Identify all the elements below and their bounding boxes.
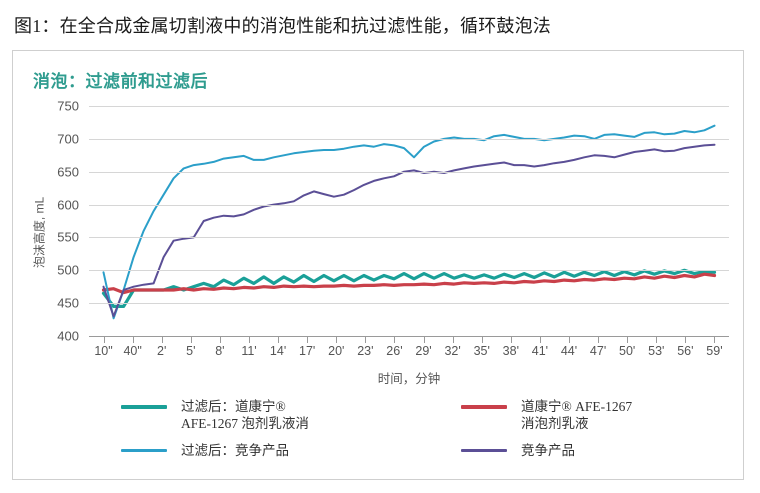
x-tick [190, 336, 192, 343]
chart-title: 消泡：过滤前和过滤后 [33, 72, 208, 91]
y-axis-tick-labels: 400 450 500 550 600 650 700 750 [45, 99, 79, 344]
legend-swatch-icon [121, 405, 167, 409]
x-tick [365, 336, 367, 343]
legend-swatch-icon [461, 405, 507, 409]
legend-line2: AFE-1267 泡剂乳液消 [181, 416, 309, 431]
x-tick-label: 40" [123, 344, 142, 358]
x-tick-label: 53' [648, 344, 665, 358]
legend-item-filtered-competitor: 过滤后：竞争产品 [121, 442, 289, 459]
x-tick-label: 56' [677, 344, 694, 358]
series-lines [101, 124, 717, 320]
x-tick [598, 336, 600, 343]
x-tick [307, 336, 309, 343]
x-tick-label: 38' [502, 344, 519, 358]
x-tick [539, 336, 541, 343]
legend-swatch-icon [461, 449, 507, 452]
x-tick-label: 41' [531, 344, 549, 358]
x-tick [249, 336, 250, 343]
plot-wrap: 泡沫高度, mL 400 450 500 550 600 650 700 750 10" 40"… [13, 99, 745, 396]
y-tick-label: 700 [57, 131, 79, 147]
x-tick [481, 336, 483, 343]
x-tick-label: 59' [706, 344, 723, 358]
gridline [89, 303, 729, 304]
x-tick [423, 336, 425, 343]
x-axis-tick-labels: 10" 40" 2' 5' 8' 11' 14' 17' 20' 23' 26' 29' 32' 35' 3… [89, 344, 729, 364]
figure-caption: 图1：在全合成金属切割液中的消泡性能和抗过滤性能，循环鼓泡法 [14, 16, 551, 36]
gridline [89, 172, 729, 173]
x-tick-label: 10" [94, 344, 113, 358]
gridline [89, 336, 729, 337]
x-tick-label: 11' [241, 344, 257, 358]
x-tick [656, 336, 658, 343]
chart-card: 消泡：过滤前和过滤后 泡沫高度, mL 400 450 500 550 600 650 70… [12, 50, 744, 480]
x-tick-label: 44' [560, 344, 578, 358]
legend-line2: 消泡剂乳液 [521, 416, 589, 431]
x-tick [714, 336, 716, 343]
legend-swatch-icon [121, 449, 167, 452]
x-tick-label: 26' [386, 344, 403, 358]
legend-item-filtered-dow-corning: 过滤后：道康宁® AFE-1267 泡剂乳液消 [121, 398, 309, 432]
x-tick [161, 336, 163, 343]
x-tick-label: 50' [619, 344, 636, 358]
legend-label: 竞争产品 [521, 442, 575, 459]
x-tick [569, 336, 570, 343]
y-tick-label: 650 [57, 164, 79, 180]
legend-label: 道康宁® AFE-1267 消泡剂乳液 [521, 398, 632, 432]
series-line [102, 124, 716, 320]
x-tick-label: 2' [157, 344, 167, 358]
x-tick-label: 8' [215, 344, 225, 358]
y-tick-label: 500 [57, 262, 79, 278]
x-tick-label: 23' [357, 344, 374, 358]
legend-label: 过滤后：道康宁® AFE-1267 泡剂乳液消 [181, 398, 309, 432]
x-tick-label: 47' [589, 344, 607, 358]
x-tick [452, 336, 454, 343]
x-tick-label: 35' [473, 344, 490, 358]
gridline [89, 270, 729, 271]
gridline [89, 139, 729, 140]
legend-item-competitor: 竞争产品 [461, 442, 575, 459]
x-tick [394, 336, 396, 343]
y-tick-label: 750 [57, 98, 79, 114]
legend-line1: 过滤后：竞争产品 [181, 443, 289, 458]
x-tick [685, 336, 687, 343]
y-tick-label: 600 [57, 197, 79, 213]
x-tick [132, 336, 134, 343]
gridline [89, 106, 729, 107]
legend-line1: 道康宁® AFE-1267 [521, 399, 633, 414]
x-tick-label: 32' [444, 344, 461, 358]
y-tick-label: 450 [57, 295, 79, 311]
gridline [89, 205, 729, 206]
x-tick [336, 336, 338, 343]
x-tick [627, 336, 629, 343]
legend-label: 过滤后：竞争产品 [181, 442, 289, 459]
x-tick [103, 336, 105, 343]
gridline [89, 237, 729, 238]
x-tick-label: 14' [269, 344, 287, 358]
x-tick-label: 5' [186, 344, 196, 358]
series-line [102, 143, 716, 318]
y-tick-label: 550 [57, 229, 79, 245]
x-axis-ticks [89, 336, 729, 344]
series-line [101, 272, 717, 295]
legend-line1: 竞争产品 [521, 443, 575, 458]
x-tick [219, 336, 221, 343]
series-line [101, 268, 717, 308]
x-axis-title: 时间，分钟 [377, 372, 441, 386]
x-tick-label: 20' [328, 344, 345, 358]
legend-item-dow-corning: 道康宁® AFE-1267 消泡剂乳液 [461, 398, 632, 432]
x-tick [278, 336, 280, 343]
x-tick-label: 17' [299, 344, 316, 358]
legend-line1: 过滤后：道康宁® [181, 399, 286, 414]
plot-area [89, 106, 729, 337]
x-tick-label: 29' [415, 344, 432, 358]
legend: 过滤后：道康宁® AFE-1267 泡剂乳液消 道康宁® AFE-1267 消泡… [13, 396, 745, 476]
y-tick-label: 400 [57, 328, 79, 344]
x-tick [510, 336, 512, 343]
